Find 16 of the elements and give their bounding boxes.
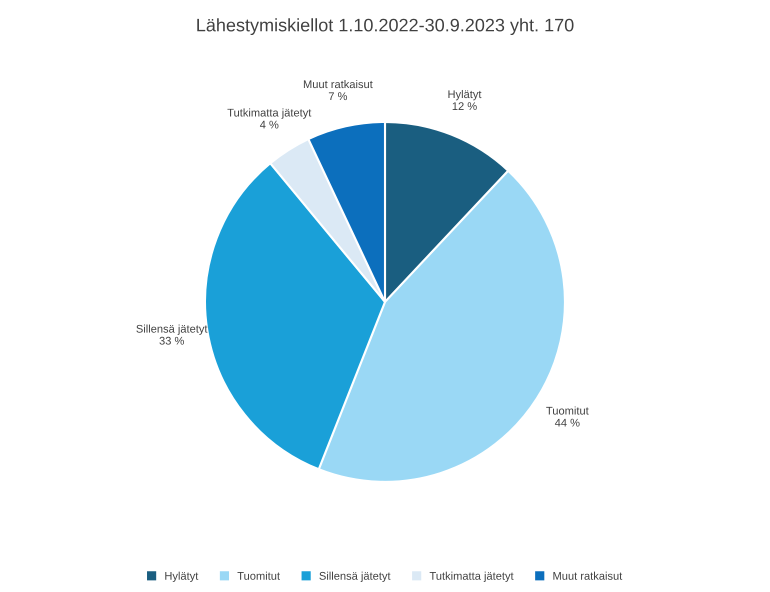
slice-label: Hylätyt [448, 90, 482, 100]
data-label: 33 % [159, 336, 184, 345]
legend-label: Tutkimatta jätetyt [430, 572, 514, 582]
data-label: 12 % [452, 102, 477, 110]
data-label: 44 % [554, 418, 580, 427]
legend-label: Tuomitut [237, 572, 280, 580]
data-label: 4 % [260, 120, 278, 128]
legend-label: Sillensä jätetyt [319, 572, 390, 582]
slice-label: Muut ratkaisut [304, 80, 373, 88]
slice-label: Tutkimatta jätetyt [227, 108, 312, 119]
legend-label: Muut ratkaisut [553, 572, 622, 580]
slice-label: Tuomitut [546, 406, 589, 415]
chart-title: Lähestymiskiellot 1.10.2022-30.9.2023 yht. 170 [197, 18, 574, 36]
data-label: 7 % [328, 92, 348, 100]
slice-label: Sillensä jätetyt [136, 324, 208, 335]
legend-label: Hylätyt [165, 572, 198, 582]
